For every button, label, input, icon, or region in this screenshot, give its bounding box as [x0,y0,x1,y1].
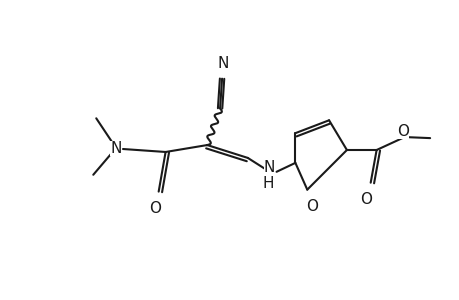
Text: N: N [110,140,122,155]
Text: O: O [397,124,409,139]
Text: O: O [306,199,318,214]
Text: N: N [263,160,275,175]
Text: O: O [148,200,160,215]
Text: N: N [217,56,228,71]
Text: O: O [359,192,371,207]
Text: H: H [262,176,274,191]
